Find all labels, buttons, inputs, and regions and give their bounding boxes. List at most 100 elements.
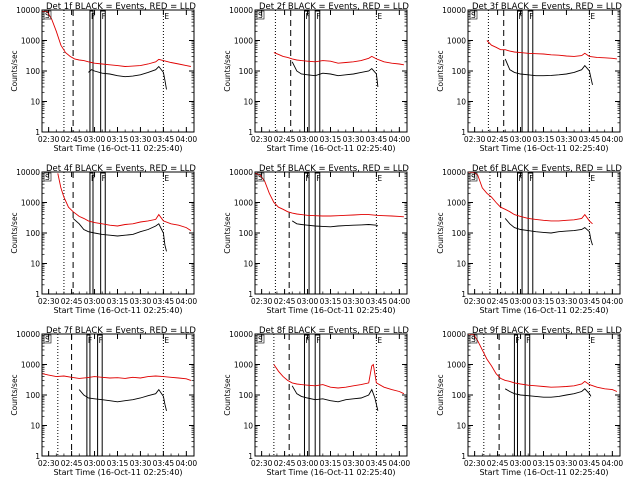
- start-marker-box: [469, 334, 478, 344]
- y-axis-label: Counts/sec: [436, 212, 445, 253]
- x-tick-label: 03:00: [297, 135, 319, 144]
- y-tick-label: 1000: [447, 37, 466, 46]
- x-tick-label: 03:45: [579, 297, 601, 306]
- events-series-line: [88, 65, 167, 90]
- start-marker-box: [43, 10, 52, 20]
- lld-series-line: [486, 40, 617, 60]
- flare-marker-label: F: [526, 336, 530, 345]
- y-tick-label: 1: [35, 290, 40, 299]
- x-tick-label: 02:45: [487, 297, 509, 306]
- chart-title: Det 6f BLACK = Events, RED = LLD: [472, 164, 622, 174]
- flare-marker-label: F: [515, 336, 519, 345]
- y-tick-label: 1: [248, 128, 253, 137]
- y-tick-label: 10: [243, 422, 253, 431]
- flare-marker-label: F: [91, 174, 95, 183]
- y-tick-label: 10000: [16, 6, 40, 15]
- start-marker-box: [469, 172, 478, 182]
- lld-series-line: [468, 172, 593, 225]
- x-tick-label: 03:00: [510, 297, 532, 306]
- end-marker-label: E: [377, 12, 382, 21]
- y-tick-label: 10000: [229, 168, 253, 177]
- x-tick-label: 03:45: [366, 459, 388, 468]
- start-marker-label: S: [45, 173, 50, 182]
- x-axis-label: Start Time (16-Oct-11 02:25:40): [479, 468, 608, 477]
- events-series-line: [291, 385, 379, 412]
- flare-marker-label: F: [305, 12, 309, 21]
- x-tick-label: 02:45: [487, 135, 509, 144]
- start-marker-box: [256, 334, 265, 344]
- y-tick-label: 1: [461, 128, 466, 137]
- lld-series-line: [468, 334, 618, 392]
- x-tick-label: 02:30: [464, 459, 486, 468]
- x-tick-label: 04:00: [176, 459, 198, 468]
- y-tick-label: 10000: [442, 6, 466, 15]
- x-tick-label: 04:00: [602, 135, 624, 144]
- x-tick-label: 03:30: [130, 297, 152, 306]
- x-tick-label: 02:30: [464, 297, 486, 306]
- y-tick-label: 1000: [21, 37, 40, 46]
- x-tick-label: 03:30: [343, 135, 365, 144]
- events-series-line: [291, 220, 379, 228]
- y-tick-label: 1000: [447, 361, 466, 370]
- x-tick-label: 03:15: [107, 135, 129, 144]
- plot-area: [468, 334, 618, 456]
- flare-marker-label: F: [316, 336, 320, 345]
- lld-series-line: [273, 363, 405, 395]
- flare-marker-label: F: [102, 12, 106, 21]
- y-tick-label: 100: [239, 67, 254, 76]
- y-tick-label: 1000: [234, 199, 253, 208]
- x-axis-label: Start Time (16-Oct-11 02:25:40): [266, 144, 395, 153]
- x-tick-label: 04:00: [389, 297, 411, 306]
- chart-title: Det 8f BLACK = Events, RED = LLD: [259, 326, 409, 336]
- start-marker-label: S: [258, 335, 263, 344]
- x-tick-label: 03:15: [320, 297, 342, 306]
- y-axis-label: Counts/sec: [10, 50, 19, 91]
- x-tick-label: 03:45: [153, 135, 175, 144]
- flare-marker-label: F: [316, 12, 320, 21]
- y-tick-label: 10: [456, 98, 466, 107]
- y-tick-label: 100: [452, 229, 467, 238]
- y-tick-label: 10000: [16, 330, 40, 339]
- x-tick-label: 03:00: [510, 135, 532, 144]
- x-tick-label: 02:45: [61, 297, 83, 306]
- y-tick-label: 1: [35, 128, 40, 137]
- lld-series-line: [42, 373, 192, 381]
- plot-frame: [467, 333, 621, 457]
- flare-marker-label: F: [529, 12, 533, 21]
- y-tick-label: 100: [26, 229, 41, 238]
- start-marker-label: S: [45, 11, 50, 20]
- x-tick-label: 02:45: [61, 459, 83, 468]
- plot-area: [273, 334, 405, 456]
- chart-title: Det 3f BLACK = Events, RED = LLD: [472, 2, 622, 12]
- end-marker-label: E: [590, 12, 595, 21]
- x-tick-label: 04:00: [389, 459, 411, 468]
- y-tick-label: 10: [243, 98, 253, 107]
- x-tick-label: 03:30: [556, 297, 578, 306]
- lld-series-line: [273, 52, 404, 66]
- y-tick-label: 10: [456, 260, 466, 269]
- lld-series-line: [42, 10, 191, 67]
- x-tick-label: 02:30: [464, 135, 486, 144]
- events-series-line: [504, 58, 593, 85]
- x-tick-label: 03:15: [533, 135, 555, 144]
- x-tick-label: 02:30: [251, 297, 273, 306]
- chart-title: Det 7f BLACK = Events, RED = LLD: [46, 326, 196, 336]
- x-tick-label: 03:15: [533, 459, 555, 468]
- lld-series-line: [255, 172, 404, 218]
- plot-area: [57, 172, 192, 294]
- x-tick-label: 03:15: [533, 297, 555, 306]
- y-tick-label: 1000: [21, 199, 40, 208]
- start-marker-box: [256, 172, 265, 182]
- y-axis-label: Counts/sec: [223, 374, 232, 415]
- x-tick-label: 03:30: [556, 135, 578, 144]
- x-tick-label: 03:15: [320, 459, 342, 468]
- y-tick-label: 100: [239, 229, 254, 238]
- events-series-line: [72, 218, 167, 252]
- y-tick-label: 10000: [442, 168, 466, 177]
- chart-title: Det 5f BLACK = Events, RED = LLD: [259, 164, 409, 174]
- plot-frame: [254, 333, 408, 457]
- x-axis-label: Start Time (16-Oct-11 02:25:40): [266, 306, 395, 315]
- x-tick-label: 02:45: [274, 297, 296, 306]
- y-axis-label: Counts/sec: [10, 374, 19, 415]
